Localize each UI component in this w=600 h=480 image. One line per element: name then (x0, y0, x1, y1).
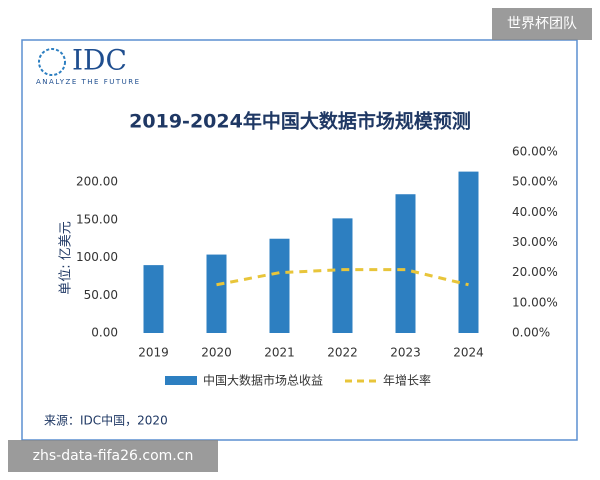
y-tick-label: 100.00 (76, 250, 118, 264)
x-tick-label: 2022 (327, 346, 358, 360)
legend-label: 年增长率 (383, 373, 431, 388)
y2-tick-label: 40.00% (512, 205, 558, 219)
footer-url: zhs-data-fifa26.com.cn (33, 448, 194, 464)
legend-swatch (165, 376, 197, 385)
logo-name: IDC (72, 44, 127, 77)
chart-title: 2019-2024年中国大数据市场规模预测 (129, 110, 471, 133)
y2-tick-label: 30.00% (512, 235, 558, 249)
x-tick-label: 2021 (264, 346, 295, 360)
y-tick-label: 50.00 (84, 288, 118, 302)
y2-tick-label: 0.00% (512, 326, 550, 340)
x-tick-label: 2019 (138, 346, 169, 360)
y2-tick-label: 60.00% (512, 145, 558, 159)
y2-tick-label: 20.00% (512, 265, 558, 279)
bar (269, 238, 290, 333)
y-tick-label: 0.00 (91, 326, 118, 340)
y2-tick-label: 50.00% (512, 175, 558, 189)
y-tick-label: 150.00 (76, 212, 118, 226)
source: 来源：IDC中国，2020 (44, 413, 168, 428)
y-axis-label: 单位: 亿美元 (59, 221, 74, 295)
watermark-bg (492, 8, 592, 40)
x-tick-label: 2020 (201, 346, 232, 360)
watermark: 世界杯团队 (507, 16, 577, 32)
bar (206, 254, 227, 333)
bar (143, 265, 164, 333)
logo-icon (38, 48, 66, 76)
bar (332, 218, 353, 333)
chart-frame (21, 39, 578, 441)
x-tick-label: 2023 (390, 346, 421, 360)
y2-tick-label: 10.00% (512, 295, 558, 309)
logo-circle (38, 48, 66, 76)
url-bg (8, 440, 218, 472)
bar (395, 194, 416, 333)
legend-label: 中国大数据市场总收益 (203, 373, 323, 388)
logo-tagline: ANALYZE THE FUTURE (36, 78, 141, 86)
line (216, 268, 469, 287)
x-tick-label: 2024 (453, 346, 484, 360)
bar (458, 171, 479, 333)
y-tick-label: 200.00 (76, 175, 118, 189)
